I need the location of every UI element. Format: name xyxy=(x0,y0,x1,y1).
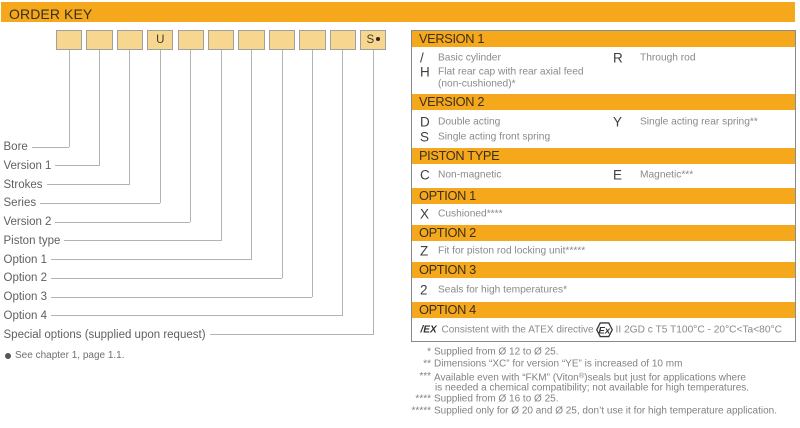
svg-text:Ex: Ex xyxy=(599,325,611,336)
